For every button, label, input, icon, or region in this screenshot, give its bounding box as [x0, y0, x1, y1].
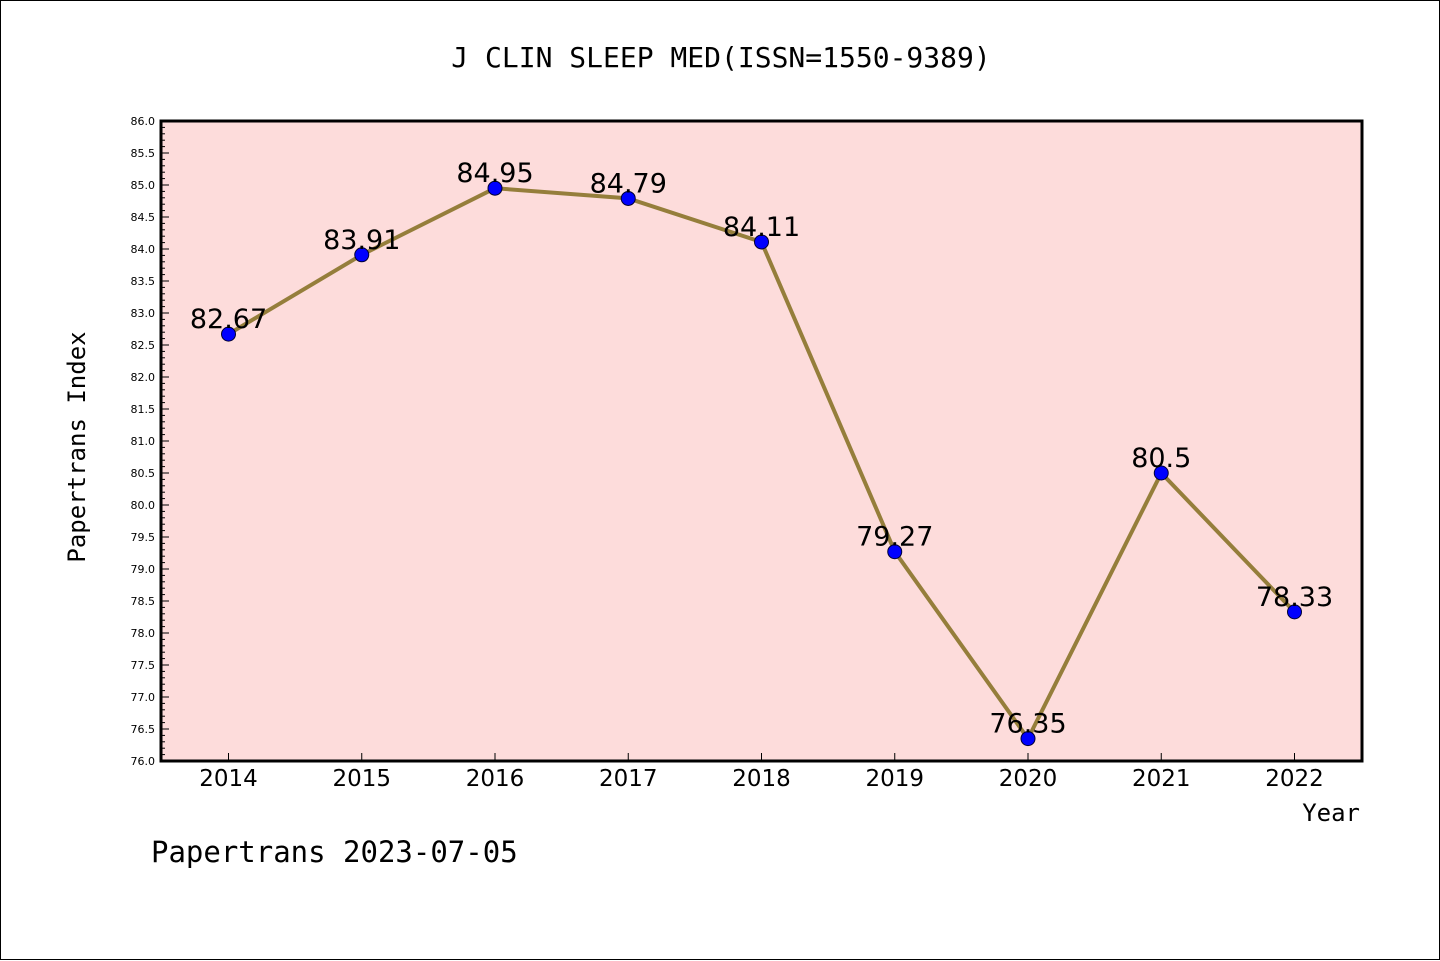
data-label: 84.95 [456, 158, 533, 189]
x-tick-label: 2021 [1132, 766, 1191, 792]
footer-text: Papertrans 2023-07-05 [151, 835, 518, 869]
x-tick-label: 2020 [999, 766, 1058, 792]
x-tick-label: 2016 [466, 766, 525, 792]
data-label: 79.27 [856, 522, 933, 553]
data-label: 82.67 [190, 304, 267, 335]
data-point [620, 190, 636, 206]
data-point [1153, 465, 1169, 481]
data-label: 76.35 [989, 709, 1066, 740]
y-tick-label: 76.5 [131, 723, 156, 736]
y-tick-label: 82.5 [131, 339, 156, 352]
y-tick-label: 83.0 [131, 307, 156, 320]
y-tick-label: 86.0 [131, 115, 156, 128]
data-point [487, 180, 503, 196]
y-tick-label: 81.5 [131, 403, 156, 416]
x-axis: 2014 2015 2016 2017 2018 2019 2020 2021 2022 [199, 753, 1324, 792]
x-tick-label: 2014 [199, 766, 258, 792]
y-tick-label: 80.0 [131, 499, 156, 512]
y-tick-label: 79.0 [131, 563, 156, 576]
data-point [1287, 604, 1302, 620]
data-point [221, 326, 236, 342]
y-tick-label: 82.0 [131, 371, 156, 384]
plot-area [159, 119, 1364, 763]
y-tick-label: 85.5 [131, 147, 156, 160]
y-axis: 76.0 76.5 77.0 77.5 78.0 78.5 79.0 79.5 80.0 80.5… [131, 115, 169, 768]
series-line-group [221, 180, 1302, 747]
y-tick-label: 83.5 [131, 275, 156, 288]
data-label: 84.79 [590, 168, 667, 199]
y-tick-label: 78.5 [131, 595, 156, 608]
data-label: 83.91 [323, 225, 400, 256]
data-labels: 82.67 83.91 84.95 84.79 84.11 79.27 76.35 80.5 7… [190, 158, 1333, 739]
x-tick-label: 2015 [332, 766, 391, 792]
x-tick-label: 2019 [865, 766, 924, 792]
x-tick-label: 2018 [732, 766, 791, 792]
y-tick-label: 84.0 [131, 243, 156, 256]
y-tick-label: 81.0 [131, 435, 156, 448]
data-point [354, 247, 370, 263]
y-tick-label: 79.5 [131, 531, 156, 544]
data-point [754, 234, 769, 250]
x-axis-label: Year [1302, 799, 1360, 827]
data-label: 78.33 [1256, 582, 1333, 613]
x-tick-label: 2017 [599, 766, 658, 792]
x-tick-label: 2022 [1265, 766, 1324, 792]
y-tick-label: 78.0 [131, 627, 156, 640]
y-tick-label: 85.0 [131, 179, 156, 192]
data-label: 80.5 [1131, 443, 1191, 474]
data-label: 84.11 [723, 212, 800, 243]
y-tick-label: 80.5 [131, 467, 156, 480]
y-tick-label: 77.0 [131, 691, 156, 704]
y-axis-label: Papertrans Index [63, 331, 91, 562]
data-point [887, 544, 903, 560]
y-tick-label: 76.0 [131, 755, 156, 768]
y-tick-label: 77.5 [131, 659, 156, 672]
data-point [1020, 731, 1036, 747]
chart-title: J CLIN SLEEP MED(ISSN=1550-9389) [451, 41, 990, 74]
y-tick-label: 84.5 [131, 211, 156, 224]
